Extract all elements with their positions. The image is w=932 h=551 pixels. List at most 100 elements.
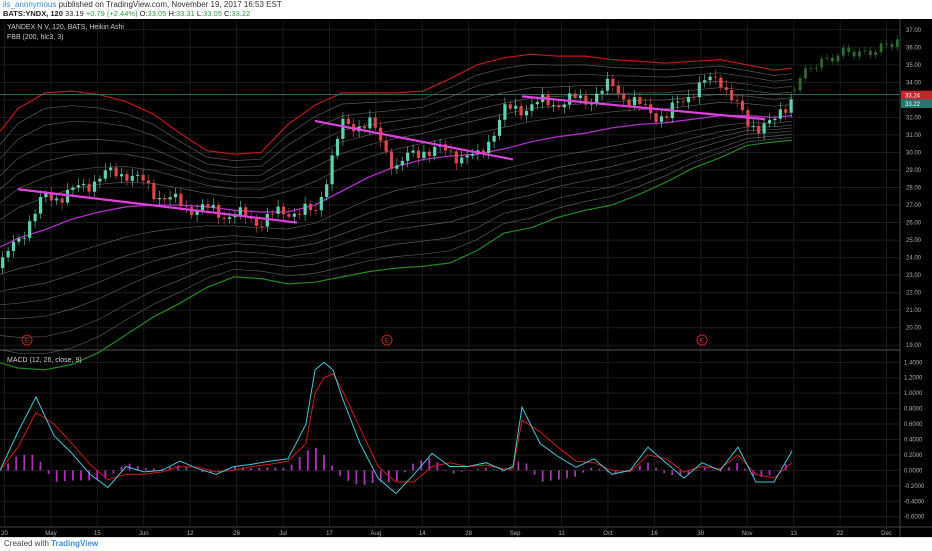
time-tick-18: 22: [837, 531, 844, 537]
candle-body-5: [28, 221, 32, 238]
histogram-bar-3: [23, 454, 26, 471]
low-value: 33.05: [203, 9, 222, 18]
histogram-bar-24: [193, 470, 196, 471]
histogram-bar-9: [72, 470, 74, 481]
macd-tick-6: 0.6000: [904, 422, 923, 428]
histogram-bar-54: [436, 462, 439, 471]
candle-body-18: [98, 178, 102, 182]
histogram-bar-21: [169, 467, 171, 471]
fbb-indicator-label[interactable]: FBB (200, hlc3, 3): [7, 34, 63, 41]
histogram-bar-95: [768, 470, 771, 476]
publish-info: published on TradingView.com, November 1…: [58, 0, 282, 9]
low-label: L:: [196, 9, 204, 18]
candle-body-145: [784, 109, 788, 113]
time-tick-3: Jun: [139, 531, 149, 537]
price-tick-13: 32.00: [906, 115, 922, 121]
fib-lower-band-5: [0, 137, 793, 355]
price-tick-6: 25.00: [906, 238, 922, 244]
price-tick-8: 27.00: [906, 203, 922, 209]
histogram-bar-17: [136, 466, 139, 471]
candle-body-134: [724, 87, 728, 90]
candle-body-133: [719, 77, 723, 88]
candle-body-91: [492, 135, 496, 142]
candle-body-28: [152, 183, 156, 200]
candle-body-143: [773, 118, 777, 121]
earnings-event-label-1: E: [385, 338, 390, 345]
histogram-bar-37: [298, 457, 301, 471]
fib-upper-band-3: [0, 80, 793, 176]
candle-body-126: [681, 101, 685, 103]
histogram-bar-38: [306, 450, 309, 471]
price-tick-7: 26.00: [906, 221, 922, 227]
projection-body-149: [804, 68, 807, 79]
projection-body-154: [831, 57, 834, 62]
candle-body-113: [611, 78, 615, 86]
candle-body-16: [87, 183, 91, 192]
candle-body-9: [49, 193, 53, 201]
histogram-bar-53: [428, 458, 431, 471]
projection-body-151: [814, 67, 818, 69]
candle-body-63: [341, 118, 345, 139]
histogram-bar-96: [776, 470, 779, 472]
grid-lines: [0, 21, 932, 526]
candle-body-146: [789, 99, 793, 113]
candle-body-105: [568, 93, 572, 105]
histogram-bar-27: [217, 470, 220, 472]
candle-body-96: [519, 105, 523, 116]
histogram-bar-77: [622, 470, 625, 471]
price-tick-4: 23.00: [906, 273, 922, 279]
histogram-bar-34: [274, 467, 277, 471]
histogram-bar-66: [533, 470, 536, 475]
projection-body-159: [858, 51, 861, 57]
candle-body-47: [254, 218, 259, 226]
candle-body-104: [562, 104, 566, 108]
fib-upper-band-1: [0, 93, 793, 204]
high-value: 33.31: [175, 9, 195, 18]
histogram-bar-84: [679, 470, 682, 477]
chart-area[interactable]: E E E 19.00 20.00 21.00 22.00 23.00 24.00 25.00 2…: [0, 19, 932, 537]
macd-tick-8: 1.0000: [904, 391, 923, 397]
histogram-bar-88: [711, 469, 714, 471]
candle-body-43: [233, 216, 237, 218]
price-tick-16: 35.00: [906, 63, 922, 69]
candle-body-34: [184, 206, 188, 208]
chart-svg[interactable]: E E E 19.00 20.00 21.00 22.00 23.00 24.00 25.00 2…: [0, 19, 932, 537]
histogram-bar-2: [15, 456, 18, 471]
candle-body-78: [422, 151, 426, 159]
macd-indicator-label[interactable]: MACD (12, 26, close, 9): [7, 357, 82, 364]
histogram-bar-90: [728, 467, 730, 471]
candle-body-32: [173, 193, 178, 198]
price-tick-11: 30.00: [906, 150, 922, 156]
histogram-bar-22: [177, 465, 180, 471]
projection-body-158: [852, 51, 856, 57]
time-tick-19: Dec: [881, 531, 892, 537]
histogram-bar-64: [517, 461, 520, 471]
candle-body-141: [762, 123, 766, 134]
price-tick-9: 28.00: [906, 186, 922, 192]
time-tick-14: 16: [651, 531, 658, 537]
projection-body-148: [798, 78, 802, 91]
candle-body-119: [643, 104, 647, 105]
candle-body-56: [303, 203, 307, 215]
tradingview-logo[interactable]: TradingView: [51, 539, 99, 548]
histogram-bar-97: [784, 464, 787, 471]
publisher-username[interactable]: ils_anonymous: [3, 0, 57, 9]
histogram-bar-83: [671, 470, 674, 476]
candle-body-122: [659, 116, 664, 122]
time-tick-16: Nov: [742, 531, 753, 537]
candle-body-99: [535, 102, 539, 105]
histogram-bar-46: [371, 470, 374, 484]
fib-upper-band-5: [0, 63, 793, 161]
histogram-bar-29: [234, 466, 236, 471]
candle-body-97: [524, 110, 529, 116]
candle-body-37: [200, 204, 205, 212]
projection-body-152: [820, 58, 824, 68]
projection-body-147: [793, 89, 797, 91]
histogram-bar-39: [315, 447, 317, 471]
fib-upper-band-2: [0, 87, 793, 190]
candle-body-58: [314, 210, 318, 211]
macd-plot: [0, 361, 793, 495]
trendline-1: [314, 119, 514, 161]
candle-body-14: [76, 185, 80, 188]
